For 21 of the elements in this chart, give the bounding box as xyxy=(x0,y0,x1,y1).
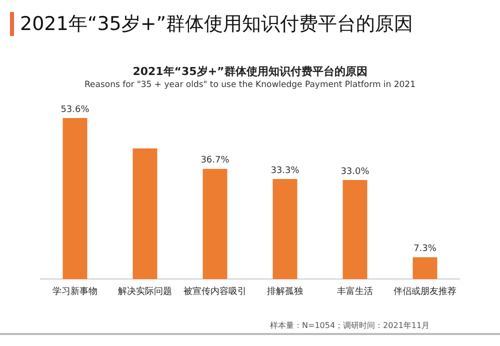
chart-subtitle: Reasons for "35 + year olds" to use the Knowledge Payment Platform in 2021 xyxy=(83,80,417,90)
x-tick-label: 解决实际问题 xyxy=(118,286,172,296)
bar xyxy=(132,148,158,280)
data-label: 53.6% xyxy=(60,104,90,115)
x-tick-label: 排解孤独 xyxy=(267,286,303,296)
data-label: 7.3% xyxy=(414,244,437,254)
data-label: 36.7% xyxy=(200,156,230,166)
x-tick-label: 丰富生活 xyxy=(337,286,373,296)
chart-title: 2021年“35岁+”群体使用知识付费平台的原因 xyxy=(10,12,414,36)
data-label: 33.3% xyxy=(270,166,300,176)
x-tick-label: 学习新事物 xyxy=(52,286,98,296)
x-tick-label: 被宣传内容吸引 xyxy=(184,286,246,296)
bar xyxy=(342,180,368,280)
bar xyxy=(202,168,228,280)
bar xyxy=(412,257,438,280)
data-label: 33.0% xyxy=(340,166,370,177)
bar xyxy=(272,179,298,280)
text: 2021年“35岁+”群体使用知识付费平台的原因 xyxy=(132,64,368,79)
x-tick-label: 伴侣或朋友推荐 xyxy=(394,286,456,296)
text: 样本量：N=1054；调研时间：2021年11月 xyxy=(270,320,430,331)
bar xyxy=(62,118,88,280)
